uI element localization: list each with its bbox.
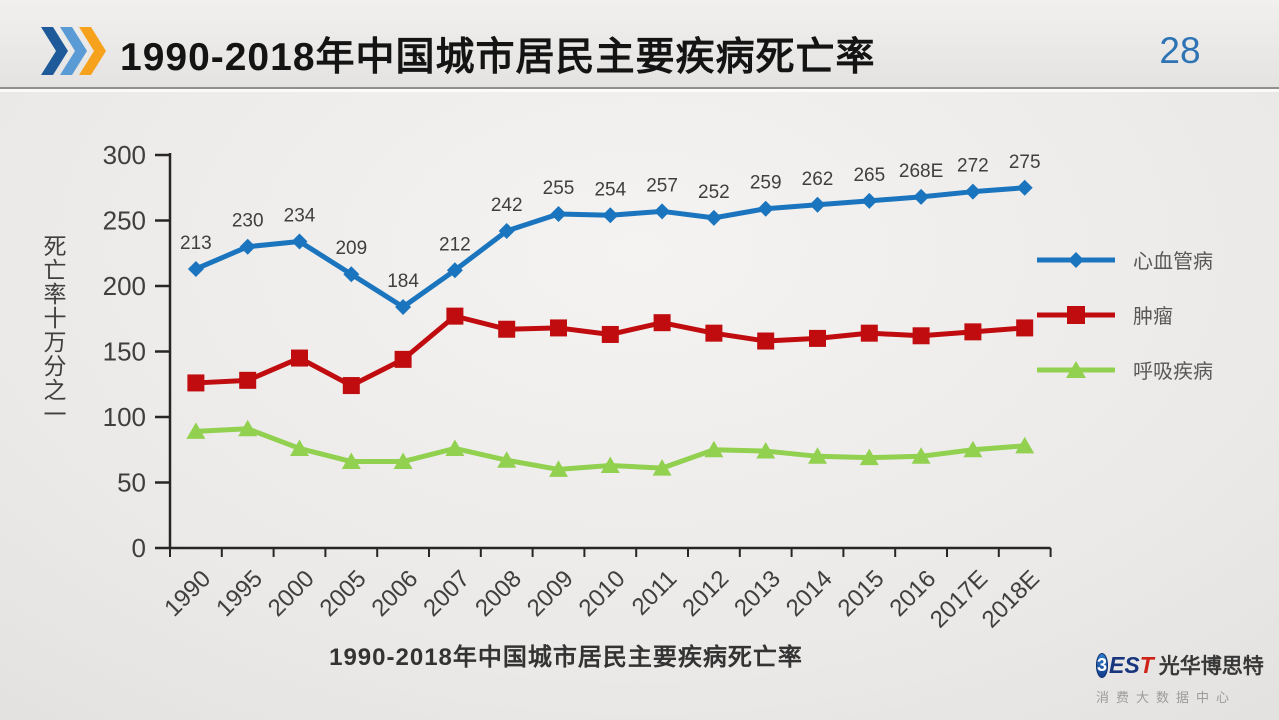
data-label: 275	[1009, 152, 1041, 173]
data-label: 213	[180, 233, 212, 254]
best-logo-emblem-icon: 3	[1096, 652, 1109, 678]
footer-logo: 3 EST 光华博思特 消费大数据中心	[1096, 650, 1264, 706]
data-label: 252	[698, 182, 730, 203]
data-label: 184	[387, 271, 419, 292]
x-tick-label: 2018E	[977, 565, 1045, 633]
data-label: 254	[594, 179, 626, 200]
page-number: 28	[1159, 30, 1201, 71]
x-tick-label: 2012	[677, 565, 734, 622]
logo-subtitle: 消费大数据中心	[1096, 690, 1237, 705]
data-label: 262	[802, 169, 834, 190]
svg-text:200: 200	[103, 271, 146, 301]
data-label: 259	[750, 173, 782, 194]
legend-item-tumor: 肿瘤	[1037, 287, 1213, 342]
x-tick-label: 2010	[574, 565, 631, 622]
legend-item-respiratory: 呼吸疾病	[1037, 342, 1213, 397]
x-tick-label: 1990	[159, 565, 216, 622]
x-tick-label: 2016	[884, 565, 941, 622]
tumor-line-square-icon	[1037, 305, 1115, 324]
logo-brand-row: 3 EST 光华博思特	[1096, 650, 1264, 680]
data-label: 272	[957, 156, 989, 177]
data-label: 242	[491, 195, 523, 216]
x-tick-label: 2014	[781, 565, 838, 622]
svg-text:100: 100	[103, 402, 146, 432]
legend-label: 呼吸疾病	[1133, 361, 1213, 383]
data-label: 230	[232, 211, 264, 232]
x-tick-label: 1995	[211, 565, 268, 622]
series-1	[187, 307, 1034, 395]
logo-brand-t: T	[1139, 651, 1154, 678]
x-tick-label: 2013	[729, 565, 786, 622]
x-tick-label: 2009	[522, 565, 579, 622]
triple-chevron-icon	[41, 27, 106, 75]
chart-caption: 1990-2018年中国城市居民主要疾病死亡率	[329, 644, 803, 671]
svg-text:150: 150	[103, 337, 146, 367]
logo-brand-text: EST	[1109, 652, 1154, 679]
y-axis-title: 死亡率十万分之一	[40, 234, 66, 426]
x-tick-label: 2015	[833, 565, 890, 622]
series-0: 213 230 234 209 184 212 242 255 254 257 252 259 262 2…	[180, 152, 1041, 315]
data-label: 268E	[899, 161, 943, 182]
logo-brand-chinese: 光华博思特	[1158, 655, 1264, 678]
x-tick-label: 2017E	[925, 565, 993, 633]
x-tick-label: 2000	[263, 565, 320, 622]
legend-item-cardiovascular: 心血管病	[1037, 232, 1213, 287]
svg-text:50: 50	[117, 468, 146, 498]
page-title: 1990-2018年中国城市居民主要疾病死亡率	[120, 36, 876, 79]
data-label: 265	[853, 165, 885, 186]
cardiovascular-line-diamond-icon	[1037, 251, 1115, 268]
x-tick-label: 2005	[315, 565, 372, 622]
series-2	[186, 419, 1035, 477]
data-label: 212	[439, 234, 471, 255]
chart-legend: 心血管病 肿瘤 呼吸疾病	[1037, 232, 1213, 397]
axes: 0501001502002503001990199520002005200620…	[103, 140, 1052, 633]
data-label: 255	[543, 178, 575, 199]
data-label: 234	[284, 205, 316, 226]
x-tick-label: 2007	[418, 565, 475, 622]
slide-header: 1990-2018年中国城市居民主要疾病死亡率 28	[0, 0, 1279, 89]
logo-brand-es: ES	[1109, 651, 1140, 678]
legend-label: 肿瘤	[1133, 306, 1173, 328]
respiratory-line-triangle-icon	[1037, 360, 1115, 378]
x-tick-label: 2006	[366, 565, 423, 622]
svg-text:300: 300	[103, 140, 146, 170]
legend-label: 心血管病	[1133, 251, 1213, 273]
svg-text:0: 0	[132, 533, 146, 563]
data-label: 209	[335, 238, 367, 259]
data-label: 257	[646, 175, 678, 196]
x-tick-label: 2008	[470, 565, 527, 622]
svg-text:250: 250	[103, 206, 146, 236]
x-tick-label: 2011	[627, 565, 683, 621]
